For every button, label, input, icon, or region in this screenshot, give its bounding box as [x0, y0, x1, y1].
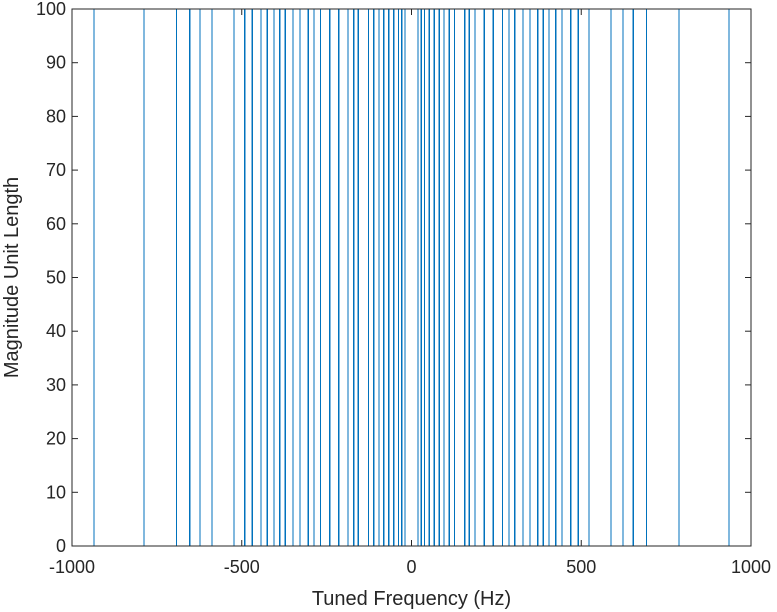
y-tick-label: 70	[46, 160, 66, 180]
plot-background	[72, 9, 751, 546]
x-tick-label: -1000	[49, 557, 95, 577]
y-tick-label: 30	[46, 375, 66, 395]
axes-layer	[71, 8, 752, 547]
y-tick-label: 0	[56, 536, 66, 556]
x-tick-label: 0	[406, 557, 416, 577]
y-tick-label: 100	[36, 0, 66, 19]
y-tick-label: 60	[46, 214, 66, 234]
y-tick-label: 50	[46, 268, 66, 288]
x-axis-label: Tuned Frequency (Hz)	[312, 588, 511, 610]
tick-layer: -1000 -500 0 500 1000 0 10 20 30 40 50 60 70 80 90 100	[36, 0, 771, 577]
y-tick-label: 40	[46, 321, 66, 341]
x-tick-label: -500	[224, 557, 260, 577]
series-layer	[72, 9, 751, 547]
y-tick-label: 10	[46, 482, 66, 502]
y-tick-label: 90	[46, 53, 66, 73]
x-tick-label: 1000	[731, 557, 771, 577]
y-axis-label: Magnitude Unit Length	[1, 177, 23, 378]
x-tick-label: 500	[566, 557, 596, 577]
y-tick-label: 80	[46, 106, 66, 126]
y-tick-label: 20	[46, 429, 66, 449]
